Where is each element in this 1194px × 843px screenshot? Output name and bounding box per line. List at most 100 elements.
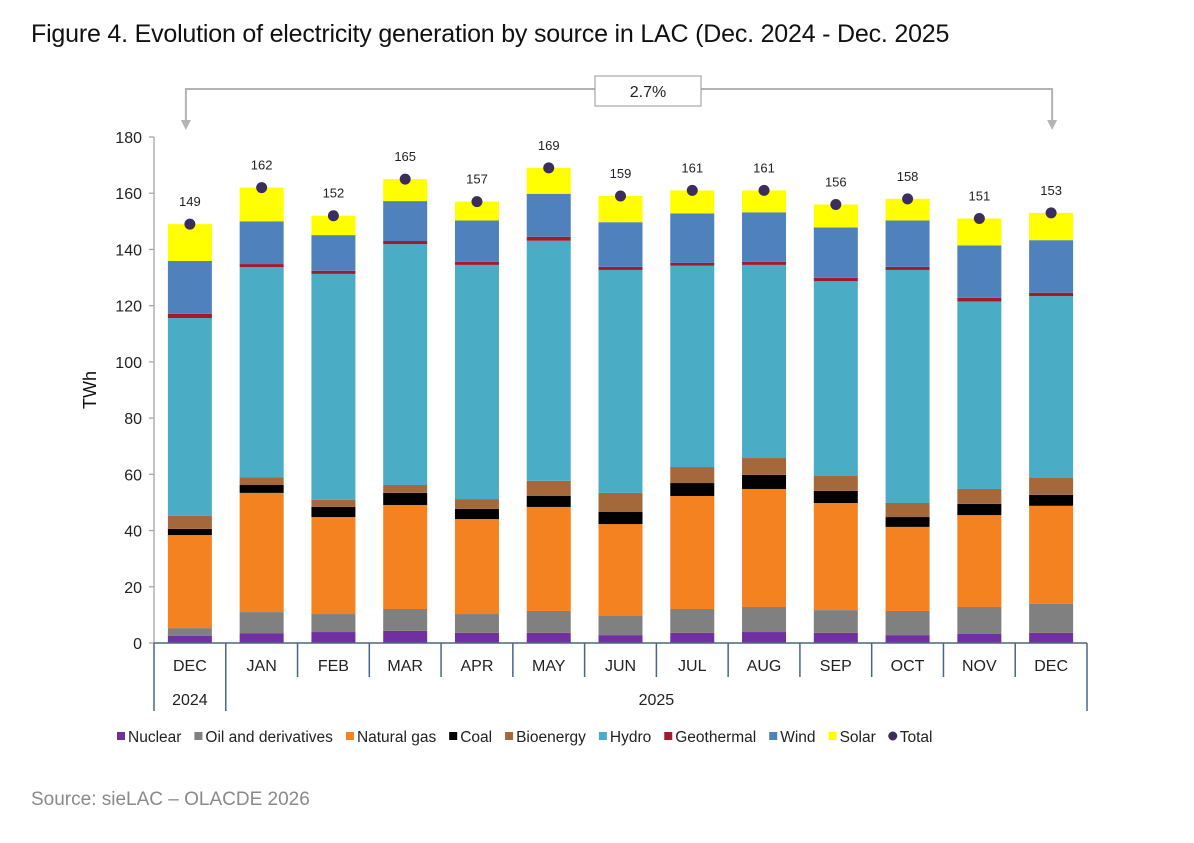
bar-stack bbox=[957, 218, 1002, 643]
bar-segment-hydro bbox=[885, 269, 930, 504]
bar-segment-geothermal bbox=[167, 313, 212, 319]
total-label: 162 bbox=[251, 158, 273, 173]
x-tick-label: NOV bbox=[962, 658, 997, 675]
total-marker bbox=[471, 196, 483, 208]
legend-swatch bbox=[598, 732, 607, 740]
total-marker bbox=[327, 210, 339, 222]
bar-segment-oil-and-derivatives bbox=[598, 616, 643, 636]
total-label: 158 bbox=[897, 169, 919, 184]
bar-segment-nuclear bbox=[670, 632, 715, 643]
total-marker bbox=[184, 218, 196, 230]
bar-segment-geothermal bbox=[598, 266, 643, 270]
bar-segment-natural-gas bbox=[813, 503, 858, 611]
bar-segment-oil-and-derivatives bbox=[742, 607, 787, 633]
bar-segment-hydro bbox=[813, 281, 858, 477]
bar-segment-wind bbox=[1029, 240, 1074, 293]
x-group-label: 2025 bbox=[639, 692, 675, 709]
bar-segment-wind bbox=[598, 222, 643, 267]
bar-segment-bioenergy bbox=[813, 476, 858, 491]
source-note: Source: sieLAC – OLACDE 2026 bbox=[31, 789, 310, 810]
bar-segment-nuclear bbox=[957, 634, 1002, 643]
bar-stack bbox=[670, 190, 715, 643]
legend-item-geothermal: Geothermal bbox=[664, 729, 756, 746]
bar-segment-geothermal bbox=[383, 241, 428, 245]
bar-segment-coal bbox=[670, 483, 715, 496]
bar-segment-nuclear bbox=[454, 632, 499, 643]
bar-segment-solar bbox=[383, 179, 428, 202]
bar-segment-nuclear bbox=[526, 632, 571, 643]
bar-segment-oil-and-derivatives bbox=[239, 612, 284, 634]
bar-stack bbox=[383, 179, 428, 643]
bar-segment-coal bbox=[598, 512, 643, 525]
bar-segment-nuclear bbox=[1029, 632, 1074, 643]
bars bbox=[167, 167, 1074, 643]
bar-segment-wind bbox=[742, 212, 787, 262]
bar-segment-solar bbox=[885, 198, 930, 221]
bar-segment-bioenergy bbox=[957, 488, 1002, 504]
legend-label: Total bbox=[900, 729, 933, 746]
bar-segment-geothermal bbox=[1029, 292, 1074, 297]
y-tick-label: 120 bbox=[115, 299, 142, 316]
bar-stack bbox=[239, 187, 284, 643]
y-tick-label: 60 bbox=[124, 467, 142, 484]
annotation-box bbox=[594, 75, 702, 107]
bar-segment-oil-and-derivatives bbox=[167, 628, 212, 636]
legend-item-coal: Coal bbox=[449, 729, 492, 746]
bar-segment-oil-and-derivatives bbox=[311, 614, 356, 633]
x-tick-label: DEC bbox=[173, 658, 207, 675]
bar-segment-bioenergy bbox=[1029, 477, 1074, 495]
legend-swatch bbox=[769, 732, 778, 740]
y-tick-label: 40 bbox=[124, 524, 142, 541]
bar-segment-oil-and-derivatives bbox=[813, 610, 858, 633]
bar-segment-coal bbox=[957, 503, 1002, 516]
legend-swatch bbox=[505, 732, 514, 740]
bar-segment-hydro bbox=[670, 265, 715, 468]
bar-segment-nuclear bbox=[885, 635, 930, 643]
bar-stack bbox=[311, 215, 356, 643]
bar-segment-coal bbox=[742, 474, 787, 489]
x-tick-label: OCT bbox=[891, 658, 925, 675]
bar-segment-solar bbox=[742, 190, 787, 213]
total-marker bbox=[615, 190, 626, 202]
bar-segment-natural-gas bbox=[742, 488, 787, 608]
x-axis: DEC JAN FEB MAR APR MAY JUN JUL AUG SEP OCT NOV DEC 2… bbox=[153, 642, 1088, 711]
x-group-label: 2024 bbox=[172, 692, 208, 709]
bar-segment-hydro bbox=[454, 264, 499, 500]
y-axis-label: TWh bbox=[80, 371, 100, 409]
y-tick-label: 140 bbox=[115, 242, 142, 259]
bar-segment-coal bbox=[167, 528, 212, 536]
total-marker bbox=[543, 162, 555, 174]
bar-segment-bioenergy bbox=[311, 499, 356, 507]
bar-stack bbox=[454, 201, 499, 643]
bar-segment-wind bbox=[454, 220, 499, 262]
bar-segment-oil-and-derivatives bbox=[526, 610, 571, 633]
total-label: 149 bbox=[179, 194, 201, 209]
bar-segment-coal bbox=[526, 495, 571, 507]
bar-segment-nuclear bbox=[598, 635, 643, 643]
legend-label: Oil and derivatives bbox=[205, 729, 333, 746]
total-markers: 149 162 152 165 157 169 159 161 161 156 158 151 153 bbox=[179, 138, 1062, 230]
bar-segment-natural-gas bbox=[239, 492, 284, 613]
bar-segment-wind bbox=[885, 220, 930, 267]
bar-segment-bioenergy bbox=[454, 499, 499, 509]
legend-label: Hydro bbox=[610, 729, 651, 746]
bar-segment-bioenergy bbox=[598, 492, 643, 513]
legend-swatch bbox=[888, 731, 898, 741]
legend-label: Natural gas bbox=[357, 729, 437, 746]
bar-segment-oil-and-derivatives bbox=[670, 608, 715, 633]
legend-swatch bbox=[664, 732, 673, 740]
legend-swatch bbox=[345, 732, 354, 740]
bar-stack bbox=[742, 190, 787, 643]
x-tick-label: JUN bbox=[605, 658, 636, 675]
total-label: 152 bbox=[323, 186, 345, 201]
bar-segment-natural-gas bbox=[526, 506, 571, 611]
bar-stack bbox=[526, 167, 571, 643]
bar-segment-bioenergy bbox=[742, 458, 787, 475]
bar-segment-natural-gas bbox=[383, 504, 428, 609]
legend-swatch bbox=[194, 732, 203, 740]
bar-segment-natural-gas bbox=[311, 517, 356, 615]
y-tick-label: 80 bbox=[124, 411, 142, 428]
bar-segment-bioenergy bbox=[885, 503, 930, 518]
bar-segment-wind bbox=[311, 235, 356, 271]
bar-segment-geothermal bbox=[239, 264, 284, 268]
